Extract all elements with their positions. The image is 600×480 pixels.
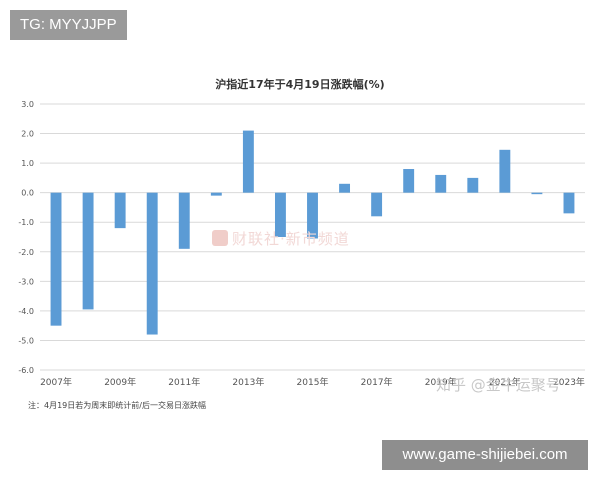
x-tick-label: 2011年 (168, 376, 200, 388)
bar-2019年 (435, 174, 447, 193)
y-tick-label: -4.0 (18, 307, 34, 316)
x-axis: 2007年 2009年 2011年 2013年 2015年 2017年 2019年 2021年… (40, 376, 585, 388)
chart-note: 注：4月19日若为周末即统计前/后一交易日涨跌幅 (28, 401, 206, 410)
cailian-logo-icon (212, 230, 228, 246)
y-tick-label: -6.0 (18, 366, 34, 375)
bar-2022年 (531, 192, 543, 195)
watermark-cailian: 财联社·新市频道 (212, 228, 350, 249)
y-tick-label: 1.0 (21, 159, 34, 168)
bar-2010年 (146, 192, 158, 335)
x-tick-label: 2013年 (232, 376, 264, 388)
y-axis: 3.0 2.0 1.0 0.0 -1.0 -2.0 -3.0 -4.0 -5.0 -6.0 (18, 100, 34, 375)
bar-2012年 (210, 192, 222, 196)
tg-tag: TG: MYYJJPP (10, 10, 127, 40)
bar-2008年 (82, 192, 94, 310)
bar-2007年 (50, 192, 62, 326)
x-tick-label: 2017年 (361, 376, 393, 388)
y-tick-label: 3.0 (21, 100, 34, 109)
x-tick-label: 2021年 (489, 376, 521, 388)
x-tick-label: 2023年 (553, 376, 585, 388)
bar-2021年 (499, 149, 511, 193)
x-tick-label: 2009年 (104, 376, 136, 388)
chart-title: 沪指近17年于4月19日涨跌幅(%) (215, 78, 385, 91)
y-tick-label: 2.0 (21, 130, 34, 139)
bar-2014年 (274, 192, 286, 237)
watermark-text: 财联社·新市频道 (232, 230, 350, 248)
x-tick-label: 2015年 (297, 376, 329, 388)
bar-2017年 (371, 192, 383, 217)
bar-2023年 (563, 192, 575, 214)
y-tick-label: -2.0 (18, 248, 34, 257)
bar-2016年 (339, 183, 351, 193)
x-tick-label: 2019年 (425, 376, 457, 388)
y-tick-label: -1.0 (18, 218, 34, 227)
y-tick-label: -5.0 (18, 336, 34, 345)
bar-2009年 (114, 192, 126, 229)
x-tick-label: 2007年 (40, 376, 72, 388)
y-tick-label: 0.0 (21, 189, 34, 198)
y-tick-label: -3.0 (18, 277, 34, 286)
bar-2011年 (178, 192, 190, 249)
bar-2018年 (403, 169, 415, 193)
zhihu-watermark: 知乎 @金牛运聚号 (436, 376, 561, 394)
bar-2013年 (242, 130, 254, 193)
bar-2020年 (467, 177, 479, 193)
site-url-badge[interactable]: www.game-shijiebei.com (382, 440, 588, 470)
bar-2015年 (307, 192, 318, 239)
bars (50, 130, 575, 335)
